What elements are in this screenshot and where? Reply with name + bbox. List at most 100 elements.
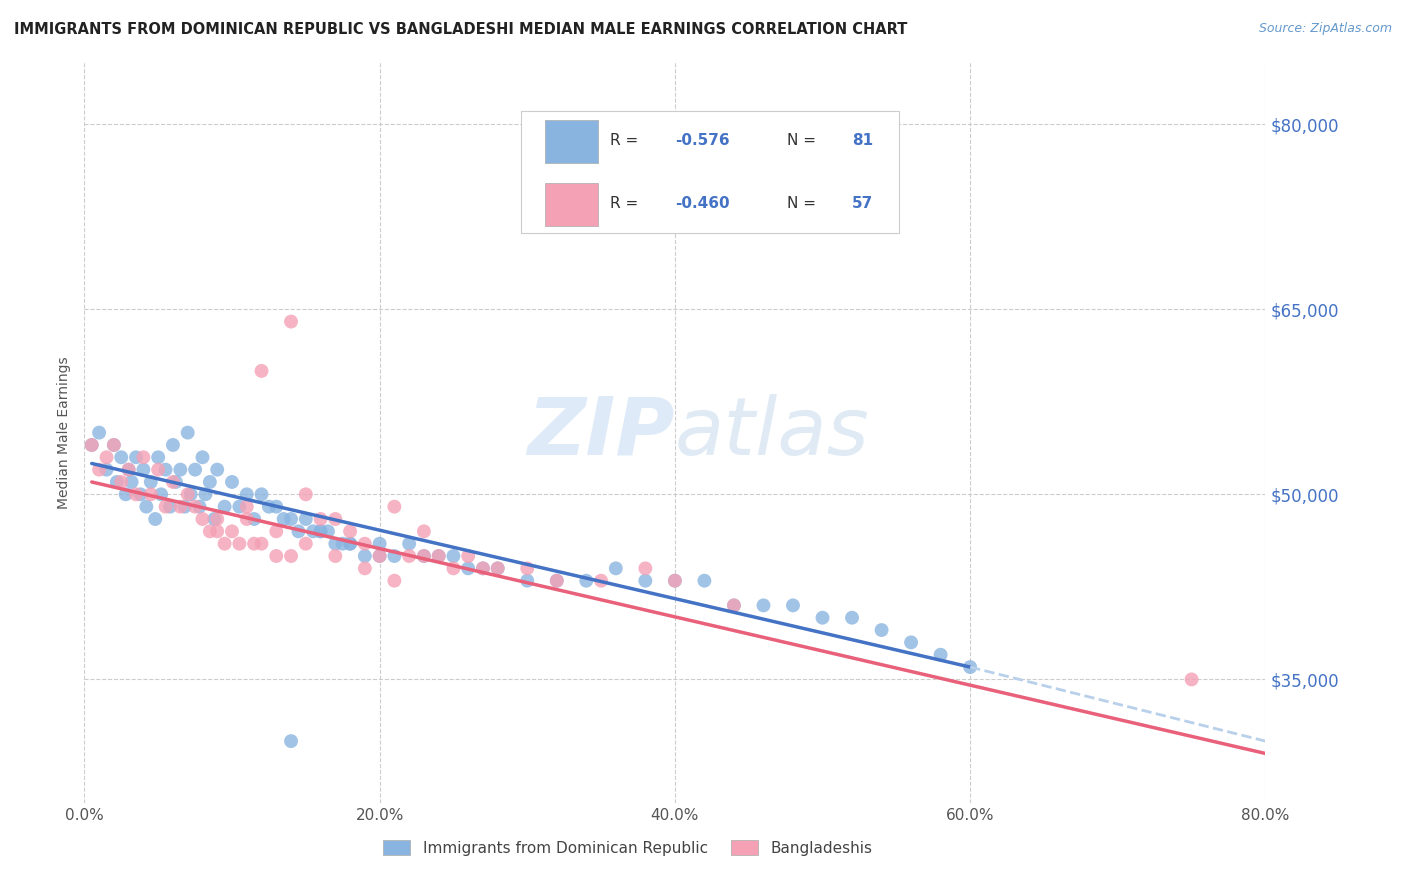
Text: R =: R = <box>610 195 643 211</box>
Text: 81: 81 <box>852 133 873 148</box>
Point <box>236 512 259 526</box>
Point <box>634 561 657 575</box>
Text: R =: R = <box>610 133 643 148</box>
Text: N =: N = <box>787 133 821 148</box>
Point <box>382 500 406 514</box>
Point <box>243 512 266 526</box>
Point <box>129 487 152 501</box>
Text: Source: ZipAtlas.com: Source: ZipAtlas.com <box>1258 22 1392 36</box>
Point <box>257 500 280 514</box>
Point <box>870 623 893 637</box>
Point <box>325 536 347 550</box>
Point <box>228 500 250 514</box>
Point <box>693 574 716 588</box>
Point <box>125 487 148 501</box>
Point <box>236 487 259 501</box>
Point <box>87 425 111 440</box>
Y-axis label: Median Male Earnings: Median Male Earnings <box>58 356 72 509</box>
Point <box>325 549 347 563</box>
Point <box>413 549 436 563</box>
Point <box>752 599 775 613</box>
Point <box>368 549 391 563</box>
Point <box>266 500 288 514</box>
Text: ZIP: ZIP <box>527 393 675 472</box>
Point <box>486 561 509 575</box>
Point <box>105 475 128 489</box>
Point <box>266 524 288 539</box>
Point <box>114 487 136 501</box>
Point <box>155 500 177 514</box>
Point <box>159 500 181 514</box>
Point <box>591 574 613 588</box>
Point <box>118 462 141 476</box>
Point <box>243 536 266 550</box>
Point <box>180 487 202 501</box>
Point <box>202 512 225 526</box>
Point <box>959 660 981 674</box>
Point <box>516 574 538 588</box>
Point <box>457 561 479 575</box>
Point <box>309 524 332 539</box>
Point <box>273 512 295 526</box>
Point <box>139 475 162 489</box>
Point <box>207 524 229 539</box>
Legend: Immigrants from Dominican Republic, Bangladeshis: Immigrants from Dominican Republic, Bang… <box>377 834 879 862</box>
Point <box>155 462 177 476</box>
Point <box>354 536 377 550</box>
Point <box>188 500 211 514</box>
Point <box>121 475 143 489</box>
Point <box>177 425 200 440</box>
Point <box>287 524 309 539</box>
Text: -0.576: -0.576 <box>675 133 730 148</box>
Point <box>472 561 495 575</box>
Point <box>177 487 200 501</box>
FancyBboxPatch shape <box>522 111 900 233</box>
Point <box>280 314 302 328</box>
Point <box>811 610 834 624</box>
FancyBboxPatch shape <box>546 120 598 163</box>
Point <box>207 462 229 476</box>
Point <box>162 475 184 489</box>
Point <box>427 549 450 563</box>
Point <box>214 500 236 514</box>
Text: N =: N = <box>787 195 821 211</box>
Point <box>103 438 125 452</box>
Point <box>150 487 173 501</box>
Point <box>118 462 141 476</box>
Point <box>132 462 155 476</box>
Point <box>198 524 221 539</box>
Point <box>605 561 627 575</box>
Point <box>782 599 804 613</box>
Point <box>96 462 118 476</box>
Text: -0.460: -0.460 <box>675 195 730 211</box>
Point <box>148 462 170 476</box>
Point <box>664 574 686 588</box>
Point <box>143 512 166 526</box>
Point <box>280 512 302 526</box>
Point <box>295 536 318 550</box>
Point <box>398 536 420 550</box>
Point <box>575 574 598 588</box>
Point <box>250 364 273 378</box>
Point <box>457 549 479 563</box>
Point <box>841 610 863 624</box>
Point <box>723 599 745 613</box>
Point <box>472 561 495 575</box>
Point <box>398 549 420 563</box>
Point <box>368 549 391 563</box>
Point <box>900 635 922 649</box>
Point <box>125 450 148 465</box>
Point <box>546 574 568 588</box>
Point <box>184 462 207 476</box>
Point <box>221 524 243 539</box>
Point <box>443 549 465 563</box>
Point <box>198 475 221 489</box>
Point <box>110 475 132 489</box>
Point <box>221 475 243 489</box>
Point <box>516 561 538 575</box>
Point <box>266 549 288 563</box>
Text: IMMIGRANTS FROM DOMINICAN REPUBLIC VS BANGLADESHI MEDIAN MALE EARNINGS CORRELATI: IMMIGRANTS FROM DOMINICAN REPUBLIC VS BA… <box>14 22 907 37</box>
Text: 57: 57 <box>852 195 873 211</box>
Point <box>191 450 214 465</box>
Point <box>228 536 250 550</box>
